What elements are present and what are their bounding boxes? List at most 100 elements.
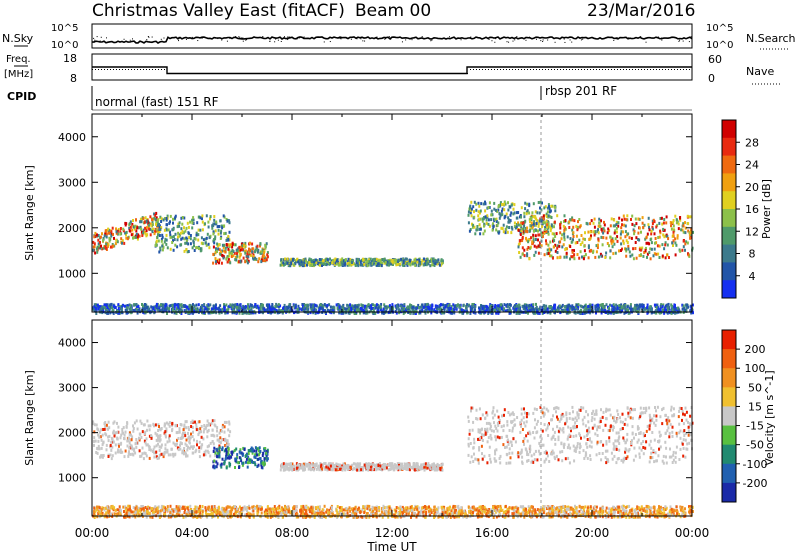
scatter-point [607, 228, 609, 231]
scatter-point [618, 217, 620, 220]
noise-search-point [564, 39, 565, 40]
scatter-point [199, 420, 201, 423]
scatter-point [580, 305, 582, 308]
scatter-point [248, 449, 250, 452]
nave-point [485, 69, 486, 70]
scatter-point [133, 448, 135, 451]
scatter-point [135, 219, 137, 222]
scatter-point [565, 219, 567, 222]
scatter-point [623, 304, 625, 307]
scatter-point [121, 242, 123, 245]
scatter-point [234, 303, 236, 306]
scatter-point [146, 437, 148, 440]
scatter-point [108, 237, 110, 240]
scatter-point [144, 221, 146, 224]
scatter-point [653, 254, 655, 257]
nave-point [602, 69, 603, 70]
scatter-point [174, 244, 176, 247]
scatter-point [564, 238, 566, 241]
scatter-point [364, 305, 366, 308]
scatter-point [398, 308, 400, 311]
scatter-point [642, 255, 644, 258]
scatter-point [127, 237, 129, 240]
scatter-point [323, 259, 325, 262]
scatter-point [427, 258, 429, 261]
scatter-point [559, 223, 561, 226]
scatter-point [490, 213, 492, 216]
nave-point [599, 69, 600, 70]
nave-point [527, 69, 528, 70]
scatter-point [499, 217, 501, 220]
scatter-point [116, 437, 118, 440]
noise-search-point [431, 40, 432, 41]
scatter-point [661, 217, 663, 220]
nave-point [539, 69, 540, 70]
nave-point [272, 73, 273, 74]
noise-search-point [100, 40, 101, 41]
noise-search-point [281, 41, 282, 42]
scatter-point [232, 249, 234, 252]
scatter-point [633, 257, 635, 260]
scatter-point [284, 258, 286, 261]
scatter-point [594, 218, 596, 221]
scatter-point [160, 438, 162, 441]
scatter-point [223, 257, 225, 260]
colorbar-swatch [722, 245, 736, 263]
scatter-point [684, 242, 686, 245]
scatter-point [257, 249, 259, 252]
scatter-point [563, 233, 565, 236]
scatter-point [442, 303, 444, 306]
scatter-point [510, 231, 512, 234]
scatter-point [170, 248, 172, 251]
nave-point [536, 69, 537, 70]
scatter-point [164, 308, 166, 311]
nave-point [551, 69, 552, 70]
scatter-point [214, 423, 216, 426]
scatter-point [142, 430, 144, 433]
nave-point [578, 69, 579, 70]
noise-search-point [304, 36, 305, 37]
scatter-point [656, 306, 658, 309]
scatter-point [124, 434, 126, 437]
scatter-point [492, 229, 494, 232]
noise-search-point [571, 42, 572, 43]
scatter-point [146, 226, 148, 229]
scatter-point [553, 239, 555, 242]
scatter-point [165, 443, 167, 446]
noise-search-point [229, 38, 230, 39]
scatter-point [440, 259, 442, 262]
noise-search-point [161, 39, 162, 40]
scatter-point [586, 222, 588, 225]
scatter-point [526, 203, 528, 206]
scatter-point [198, 450, 200, 453]
scatter-point [99, 241, 101, 244]
scatter-point [535, 234, 537, 237]
scatter-point [203, 238, 205, 241]
scatter-point [218, 233, 220, 236]
scatter-point [159, 234, 161, 237]
scatter-point [486, 222, 488, 225]
scatter-point [640, 253, 642, 256]
noise-search-point [430, 40, 431, 41]
noise-search-point [470, 37, 471, 38]
scatter-point [212, 223, 214, 226]
nave-point [257, 73, 258, 74]
scatter-point [169, 440, 171, 443]
scatter-point [566, 252, 568, 255]
scatter-point [161, 453, 163, 456]
scatter-point [530, 236, 532, 239]
scatter-point [97, 304, 99, 307]
scatter-point [444, 306, 446, 309]
scatter-point [535, 238, 537, 241]
scatter-point [543, 304, 545, 307]
scatter-point [216, 426, 218, 429]
scatter-point [300, 263, 302, 266]
scatter-point [476, 228, 478, 231]
scatter-point [558, 245, 560, 248]
noise-search-point [243, 41, 244, 42]
scatter-point [370, 258, 372, 261]
scatter-point [397, 259, 399, 262]
scatter-point [639, 227, 641, 230]
scatter-point [143, 423, 145, 426]
